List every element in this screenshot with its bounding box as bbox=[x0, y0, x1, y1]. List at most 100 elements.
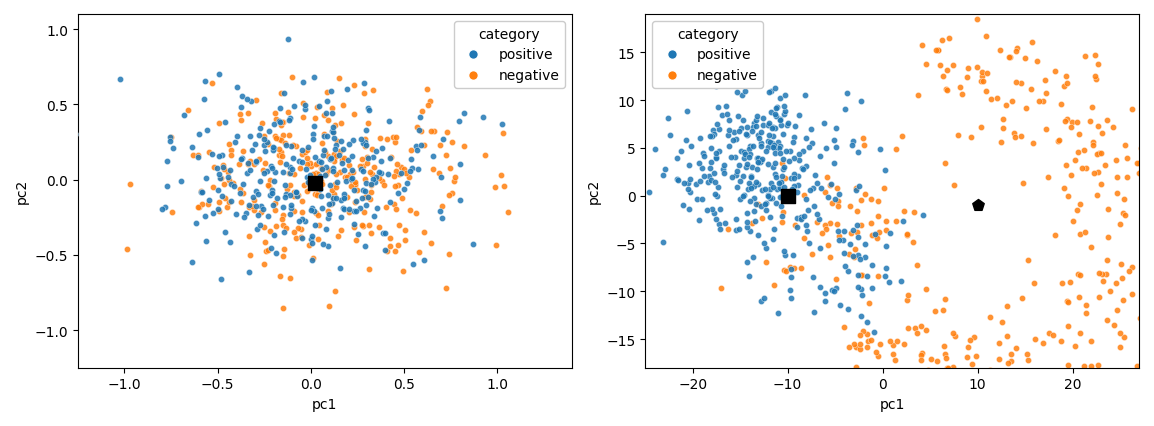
Point bbox=[202, 81, 220, 87]
Point bbox=[220, 167, 239, 174]
Point bbox=[853, 272, 871, 279]
Point bbox=[844, 253, 862, 260]
Point bbox=[327, 196, 345, 202]
Point bbox=[276, 191, 294, 198]
Point bbox=[847, 364, 866, 371]
Point bbox=[679, 108, 697, 115]
Point bbox=[182, 259, 201, 265]
Point bbox=[1114, 275, 1132, 282]
Point bbox=[302, 164, 321, 170]
Point bbox=[288, 193, 307, 200]
Point bbox=[394, 268, 412, 275]
Point bbox=[252, 210, 270, 216]
Point bbox=[706, 150, 725, 157]
Point bbox=[1007, 80, 1026, 86]
Point bbox=[1127, 160, 1146, 167]
Point bbox=[799, 228, 817, 235]
Point bbox=[267, 223, 285, 230]
Point bbox=[937, 354, 956, 361]
Point bbox=[727, 136, 745, 143]
Point bbox=[788, 173, 807, 180]
Point bbox=[742, 173, 760, 180]
Point bbox=[369, 175, 388, 182]
Point bbox=[265, 207, 284, 214]
Point bbox=[827, 276, 846, 283]
Point bbox=[745, 218, 764, 225]
Point bbox=[780, 148, 799, 155]
Point bbox=[223, 199, 241, 205]
Point bbox=[239, 161, 257, 167]
Point bbox=[802, 140, 820, 147]
Point bbox=[279, 36, 298, 43]
Point bbox=[279, 132, 298, 138]
Point bbox=[240, 269, 258, 276]
Point bbox=[855, 142, 874, 149]
Point bbox=[762, 180, 780, 187]
Point bbox=[407, 210, 426, 217]
Point bbox=[804, 203, 823, 210]
Point bbox=[906, 325, 924, 332]
Point bbox=[847, 187, 866, 193]
Point bbox=[255, 224, 273, 231]
Point bbox=[896, 208, 914, 215]
Point bbox=[835, 263, 854, 270]
Point bbox=[284, 155, 302, 162]
Point bbox=[972, 388, 990, 395]
Point bbox=[744, 124, 763, 131]
Point bbox=[835, 106, 854, 113]
Point bbox=[362, 146, 381, 153]
Point bbox=[912, 394, 930, 401]
Point bbox=[967, 353, 986, 360]
Point bbox=[744, 254, 763, 261]
Point bbox=[298, 188, 316, 195]
Point bbox=[763, 195, 781, 201]
Point bbox=[267, 250, 285, 257]
Point bbox=[402, 156, 420, 163]
Point bbox=[789, 157, 808, 164]
Point bbox=[773, 166, 792, 173]
Point bbox=[757, 259, 775, 265]
Point bbox=[681, 189, 699, 196]
Point bbox=[800, 207, 818, 214]
Point bbox=[198, 201, 217, 208]
Point bbox=[493, 121, 511, 128]
Point bbox=[728, 184, 747, 190]
Point bbox=[1116, 142, 1134, 149]
Point bbox=[298, 147, 316, 154]
Point bbox=[1057, 73, 1076, 80]
Point bbox=[325, 146, 344, 153]
Point bbox=[357, 202, 375, 209]
Point bbox=[248, 226, 267, 233]
Point bbox=[869, 229, 887, 236]
Point bbox=[732, 126, 750, 132]
Point bbox=[252, 178, 270, 185]
Point bbox=[838, 91, 856, 98]
Point bbox=[804, 185, 823, 192]
Point bbox=[316, 164, 335, 171]
Point bbox=[747, 179, 765, 186]
Point bbox=[200, 150, 218, 156]
Point bbox=[1086, 73, 1104, 80]
Point bbox=[789, 152, 808, 158]
Point bbox=[801, 187, 819, 194]
Point bbox=[415, 229, 434, 236]
Point bbox=[231, 186, 249, 193]
Point bbox=[680, 180, 698, 187]
Point bbox=[850, 341, 869, 348]
Point bbox=[1099, 206, 1117, 213]
Point bbox=[215, 166, 233, 173]
Point bbox=[709, 184, 727, 190]
Point bbox=[959, 344, 977, 351]
Point bbox=[796, 222, 815, 229]
Point bbox=[936, 351, 954, 357]
Point bbox=[315, 132, 334, 138]
Point bbox=[358, 193, 376, 200]
Point bbox=[743, 220, 762, 227]
Point bbox=[357, 194, 375, 201]
Point bbox=[346, 208, 365, 215]
Point bbox=[926, 308, 944, 314]
Point bbox=[494, 130, 512, 137]
Point bbox=[245, 161, 263, 168]
Point bbox=[210, 120, 228, 127]
Point bbox=[808, 219, 826, 226]
